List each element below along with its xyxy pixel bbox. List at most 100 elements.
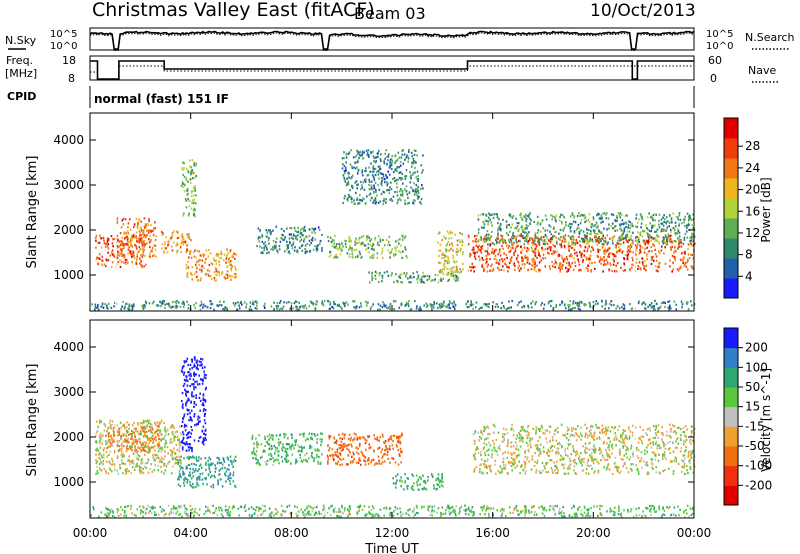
data-cell: [677, 218, 679, 221]
data-cell: [522, 259, 525, 262]
data-cell: [374, 197, 377, 200]
data-cell: [663, 238, 666, 241]
data-cell: [191, 456, 193, 459]
data-cell: [654, 308, 656, 311]
data-cell: [164, 430, 167, 433]
data-cell: [148, 446, 151, 449]
data-cell: [646, 216, 649, 219]
data-cell: [273, 244, 276, 247]
data-cell: [496, 242, 498, 245]
data-cell: [378, 170, 380, 173]
data-cell: [273, 308, 275, 311]
data-cell: [412, 189, 414, 193]
data-cell: [188, 159, 191, 162]
data-cell: [131, 442, 133, 445]
data-cell: [151, 426, 153, 430]
data-cell: [440, 304, 442, 308]
data-cell: [605, 299, 607, 302]
data-cell: [367, 246, 370, 250]
data-cell: [317, 226, 320, 229]
data-cell: [94, 306, 97, 309]
data-cell: [394, 461, 397, 464]
data-cell: [164, 433, 167, 436]
data-cell: [643, 240, 646, 243]
data-cell: [171, 454, 173, 457]
data-cell: [107, 238, 110, 241]
data-cell: [394, 169, 396, 172]
data-cell: [268, 433, 271, 436]
data-cell: [194, 380, 196, 383]
data-cell: [95, 239, 97, 242]
data-cell: [635, 258, 638, 261]
data-cell: [196, 359, 199, 362]
data-cell: [665, 221, 667, 224]
data-cell: [284, 450, 286, 453]
data-cell: [452, 254, 454, 257]
data-cell: [514, 250, 517, 253]
data-cell: [353, 166, 355, 169]
data-cell: [122, 253, 125, 256]
data-cell: [373, 199, 375, 202]
data-cell: [600, 262, 602, 265]
data-cell: [471, 249, 474, 252]
data-cell: [110, 427, 113, 430]
data-cell: [180, 251, 183, 254]
data-cell: [175, 458, 177, 461]
data-cell: [569, 300, 571, 303]
data-cell: [635, 239, 638, 242]
data-cell: [289, 446, 291, 449]
data-cell: [143, 441, 145, 444]
data-cell: [303, 446, 305, 449]
data-cell: [290, 233, 292, 236]
data-cell: [400, 156, 403, 159]
data-cell: [180, 184, 183, 187]
data-cell: [121, 305, 123, 308]
data-cell: [254, 453, 257, 456]
data-cell: [359, 194, 361, 197]
data-cell: [232, 460, 235, 463]
data-cell: [351, 249, 354, 252]
data-cell: [199, 304, 201, 307]
data-cell: [204, 457, 206, 460]
data-cell: [688, 219, 690, 222]
data-cell: [364, 441, 367, 445]
data-cell: [551, 218, 553, 221]
data-cell: [295, 308, 298, 311]
data-cell: [112, 463, 114, 466]
data-cell: [396, 437, 398, 440]
data-cell: [348, 253, 351, 256]
data-cell: [174, 431, 177, 434]
data-cell: [389, 186, 391, 189]
data-cell: [620, 266, 622, 269]
data-cell: [131, 308, 134, 311]
data-cell: [680, 241, 683, 244]
data-cell: [97, 425, 99, 428]
data-cell: [124, 438, 126, 441]
data-cell: [105, 245, 107, 248]
data-cell: [692, 239, 695, 242]
data-cell: [194, 249, 196, 252]
data-cell: [637, 231, 639, 234]
data-cell: [594, 261, 596, 264]
data-cell: [571, 235, 574, 238]
data-cell: [480, 238, 482, 241]
nsky-series: [89, 30, 695, 50]
data-cell: [274, 449, 277, 452]
data-cell: [474, 235, 476, 238]
data-cell: [181, 392, 184, 395]
data-cell: [631, 256, 634, 259]
data-cell: [669, 306, 671, 309]
data-cell: [438, 270, 441, 273]
data-cell: [194, 365, 196, 368]
data-cell: [283, 238, 286, 241]
data-cell: [372, 170, 375, 173]
data-cell: [381, 180, 383, 183]
data-cell: [227, 251, 230, 254]
data-cell: [677, 216, 679, 219]
data-cell: [131, 434, 134, 437]
data-cell: [501, 234, 504, 238]
data-cell: [386, 163, 388, 166]
data-cell: [491, 263, 493, 266]
data-cell: [376, 156, 378, 159]
data-cell: [654, 230, 656, 233]
